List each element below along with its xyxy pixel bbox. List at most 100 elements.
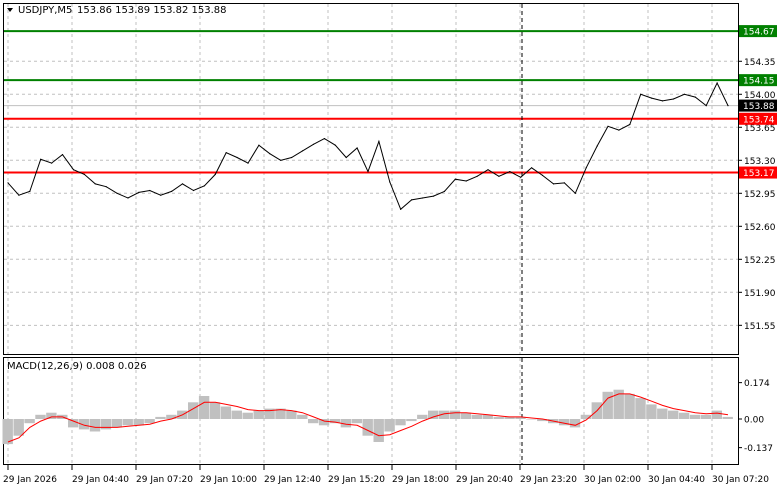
- level-tag-153.17: 153.17: [743, 169, 775, 179]
- level-tag-bg: [739, 25, 777, 38]
- x-tick-label: 29 Jan 2026: [3, 475, 57, 485]
- price-point: [520, 176, 522, 178]
- price-point: [421, 197, 424, 199]
- price-point: [258, 144, 260, 146]
- price-point: [247, 162, 249, 164]
- price-point: [389, 181, 391, 183]
- price-point: [356, 147, 358, 149]
- price-point: [640, 93, 642, 95]
- price-point: [127, 197, 129, 199]
- macd-histogram-bar: [242, 412, 253, 419]
- price-point: [214, 173, 216, 175]
- macd-histogram-bar: [13, 419, 24, 436]
- macd-histogram-bar: [580, 414, 592, 419]
- macd-histogram-bar: [264, 408, 275, 419]
- macd-histogram-bar: [460, 412, 472, 419]
- macd-histogram-bar: [471, 414, 482, 419]
- macd-histogram-bar: [362, 419, 373, 436]
- price-point: [40, 158, 42, 160]
- macd-histogram-bar: [297, 414, 308, 419]
- y-tick-label: 152.95: [744, 190, 776, 200]
- price-point: [29, 190, 31, 192]
- macd-histogram-bar: [646, 404, 657, 419]
- macd-histogram-bar: [504, 416, 515, 419]
- x-tick-label: 29 Jan 18:00: [392, 475, 449, 485]
- price-point: [105, 186, 107, 188]
- price-point: [661, 100, 664, 102]
- macd-histogram-bar: [220, 406, 232, 419]
- price-point: [716, 82, 718, 84]
- macd-histogram-bar: [635, 398, 646, 419]
- price-point: [149, 189, 151, 192]
- level-tag-154.15: 154.15: [743, 77, 775, 87]
- price-point: [531, 167, 533, 169]
- macd-histogram-bar: [602, 391, 613, 419]
- price-point: [727, 105, 729, 107]
- macd-histogram-bar: [689, 414, 701, 419]
- x-tick-label: 29 Jan 15:20: [328, 475, 385, 485]
- price-plot-area[interactable]: [3, 3, 739, 355]
- price-point: [596, 145, 598, 147]
- y-tick-label: 151.55: [744, 322, 776, 332]
- price-point: [236, 156, 238, 159]
- price-point: [476, 175, 478, 177]
- price-point: [181, 183, 184, 185]
- price-point: [378, 140, 380, 142]
- level-tag-bg: [739, 112, 777, 125]
- x-tick-label: 29 Jan 23:20: [520, 475, 577, 485]
- price-point: [225, 152, 227, 154]
- level-tag-153.74: 153.74: [743, 115, 775, 125]
- price-point: [334, 144, 336, 146]
- macd-tick-label: 0.00: [744, 416, 764, 426]
- macd-histogram-bar: [526, 419, 537, 420]
- macd-histogram-bar: [308, 419, 319, 424]
- price-point: [509, 171, 511, 173]
- price-point: [116, 192, 118, 194]
- macd-histogram-bar: [417, 414, 428, 419]
- y-tick-label: 151.90: [744, 289, 776, 299]
- macd-signal-line: [7, 393, 729, 443]
- macd-histogram-bar: [111, 419, 122, 428]
- macd-histogram-bar: [678, 412, 690, 419]
- macd-histogram-bar: [198, 396, 210, 419]
- macd-histogram-bar: [657, 408, 668, 419]
- price-labels: 154.67 154.15 153.74 153.17 153.88: [739, 25, 777, 179]
- price-point: [18, 194, 20, 196]
- macd-histogram-bar: [2, 419, 13, 445]
- price-point: [269, 153, 271, 155]
- price-point: [291, 156, 293, 159]
- macd-histogram-bar: [89, 419, 101, 432]
- macd-label: MACD(12,26,9) 0.008 0.026: [7, 361, 147, 372]
- y-tick-label: 152.25: [744, 256, 776, 266]
- macd-histogram-bar: [340, 419, 352, 428]
- y-tick-label: 154.35: [744, 58, 776, 68]
- price-point: [367, 171, 369, 173]
- macd-histogram-bar: [558, 419, 570, 426]
- price-point: [312, 143, 315, 145]
- macd-histogram-bar: [209, 402, 221, 419]
- price-point: [651, 97, 653, 99]
- price-point: [51, 162, 53, 164]
- price-point: [411, 199, 413, 201]
- macd-histogram-bar: [231, 410, 242, 419]
- price-point: [465, 180, 467, 182]
- price-point: [203, 185, 205, 187]
- triangle-down-icon[interactable]: [7, 8, 13, 12]
- macd-histogram-bar: [144, 419, 155, 424]
- symbol-label: USDJPY,M5: [18, 5, 72, 16]
- macd-histogram-bar: [537, 419, 548, 422]
- price-point: [94, 183, 96, 185]
- macd-histogram-bar: [318, 419, 330, 426]
- macd-histogram-bar: [406, 419, 417, 422]
- price-point: [432, 195, 435, 197]
- macd-histogram-bar: [482, 414, 493, 419]
- macd-histogram-bar: [515, 416, 526, 419]
- macd-histogram-bar: [700, 414, 712, 419]
- price-point: [72, 169, 75, 171]
- price-point: [487, 169, 489, 171]
- price-point: [552, 183, 555, 185]
- level-tag-154.67: 154.67: [743, 28, 775, 38]
- x-tick-label: 29 Jan 12:40: [264, 475, 321, 485]
- macd-histogram-bar: [155, 416, 166, 419]
